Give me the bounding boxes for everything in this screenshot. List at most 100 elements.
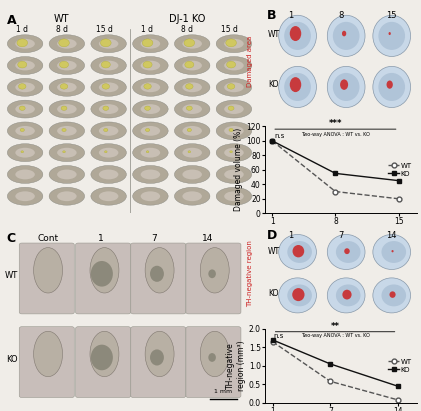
WT: [328, 379, 333, 384]
Ellipse shape: [99, 126, 118, 136]
Ellipse shape: [174, 79, 210, 96]
Ellipse shape: [15, 126, 35, 136]
Ellipse shape: [102, 84, 109, 89]
Ellipse shape: [182, 148, 202, 157]
Text: WT: WT: [5, 271, 19, 280]
Ellipse shape: [7, 100, 43, 118]
Ellipse shape: [49, 144, 85, 162]
Ellipse shape: [182, 82, 202, 92]
Ellipse shape: [224, 148, 244, 157]
Text: 1: 1: [288, 231, 293, 240]
Ellipse shape: [182, 39, 202, 48]
Ellipse shape: [49, 57, 85, 74]
FancyBboxPatch shape: [19, 327, 74, 397]
Ellipse shape: [340, 79, 348, 90]
Ellipse shape: [333, 22, 360, 50]
Line: KO: KO: [270, 337, 400, 388]
Ellipse shape: [145, 331, 174, 376]
Text: B: B: [266, 9, 276, 22]
Ellipse shape: [34, 331, 63, 376]
Text: 1 d: 1 d: [16, 25, 28, 34]
Text: 7: 7: [338, 231, 344, 240]
Ellipse shape: [141, 82, 160, 92]
Ellipse shape: [15, 39, 35, 48]
Ellipse shape: [333, 73, 360, 101]
Ellipse shape: [224, 39, 244, 48]
Ellipse shape: [344, 248, 350, 254]
Ellipse shape: [174, 35, 210, 53]
Ellipse shape: [19, 106, 25, 111]
Ellipse shape: [142, 39, 153, 47]
Text: KO: KO: [268, 80, 278, 89]
Ellipse shape: [91, 122, 126, 140]
Ellipse shape: [15, 82, 35, 92]
Ellipse shape: [226, 39, 237, 47]
KO: [269, 138, 274, 143]
Ellipse shape: [293, 245, 304, 257]
Ellipse shape: [57, 170, 77, 179]
Ellipse shape: [91, 100, 126, 118]
FancyBboxPatch shape: [19, 243, 74, 314]
Ellipse shape: [200, 247, 229, 293]
Ellipse shape: [230, 151, 232, 153]
Ellipse shape: [174, 100, 210, 118]
Text: 7: 7: [152, 234, 157, 243]
Ellipse shape: [145, 128, 150, 132]
Text: 1 mm: 1 mm: [214, 389, 232, 394]
Ellipse shape: [145, 247, 174, 293]
Ellipse shape: [49, 79, 85, 96]
Ellipse shape: [59, 39, 69, 47]
Ellipse shape: [224, 192, 244, 201]
Ellipse shape: [101, 39, 111, 47]
Ellipse shape: [60, 84, 68, 89]
Ellipse shape: [284, 73, 311, 101]
Ellipse shape: [57, 60, 77, 70]
Ellipse shape: [378, 22, 405, 50]
Text: A: A: [7, 14, 16, 28]
Ellipse shape: [342, 290, 352, 300]
Ellipse shape: [104, 128, 108, 132]
Ellipse shape: [20, 128, 24, 132]
WT: [333, 189, 338, 194]
Text: 14: 14: [386, 231, 396, 240]
Ellipse shape: [216, 100, 252, 118]
Ellipse shape: [208, 269, 216, 278]
Ellipse shape: [182, 170, 202, 179]
Ellipse shape: [133, 79, 168, 96]
Ellipse shape: [287, 284, 312, 306]
Ellipse shape: [141, 126, 160, 136]
Ellipse shape: [15, 170, 35, 179]
Ellipse shape: [133, 57, 168, 74]
Ellipse shape: [57, 82, 77, 92]
Ellipse shape: [373, 66, 410, 108]
Text: WT: WT: [54, 14, 69, 24]
Ellipse shape: [287, 241, 312, 263]
Text: Two-way ANOVA : WT vs. KO: Two-way ANOVA : WT vs. KO: [301, 333, 370, 338]
Ellipse shape: [133, 35, 168, 53]
Ellipse shape: [373, 278, 410, 313]
Ellipse shape: [141, 39, 160, 48]
KO: [333, 171, 338, 176]
Ellipse shape: [224, 82, 244, 92]
Line: KO: KO: [270, 139, 401, 183]
KO: [270, 337, 275, 342]
Ellipse shape: [224, 104, 244, 114]
Ellipse shape: [91, 144, 126, 162]
Ellipse shape: [141, 148, 160, 157]
Ellipse shape: [284, 22, 311, 50]
Ellipse shape: [146, 151, 149, 153]
Line: WT: WT: [270, 339, 400, 402]
Text: **: **: [330, 322, 340, 331]
Ellipse shape: [34, 247, 63, 293]
Ellipse shape: [216, 35, 252, 53]
Ellipse shape: [279, 234, 317, 270]
WT: [270, 339, 275, 344]
Ellipse shape: [216, 166, 252, 183]
Ellipse shape: [290, 77, 301, 92]
Y-axis label: Damaged volume (%): Damaged volume (%): [234, 128, 243, 211]
Ellipse shape: [57, 104, 77, 114]
Text: 15: 15: [386, 12, 396, 21]
Text: DJ-1 KO: DJ-1 KO: [169, 14, 205, 24]
Ellipse shape: [143, 61, 152, 68]
Ellipse shape: [62, 128, 66, 132]
